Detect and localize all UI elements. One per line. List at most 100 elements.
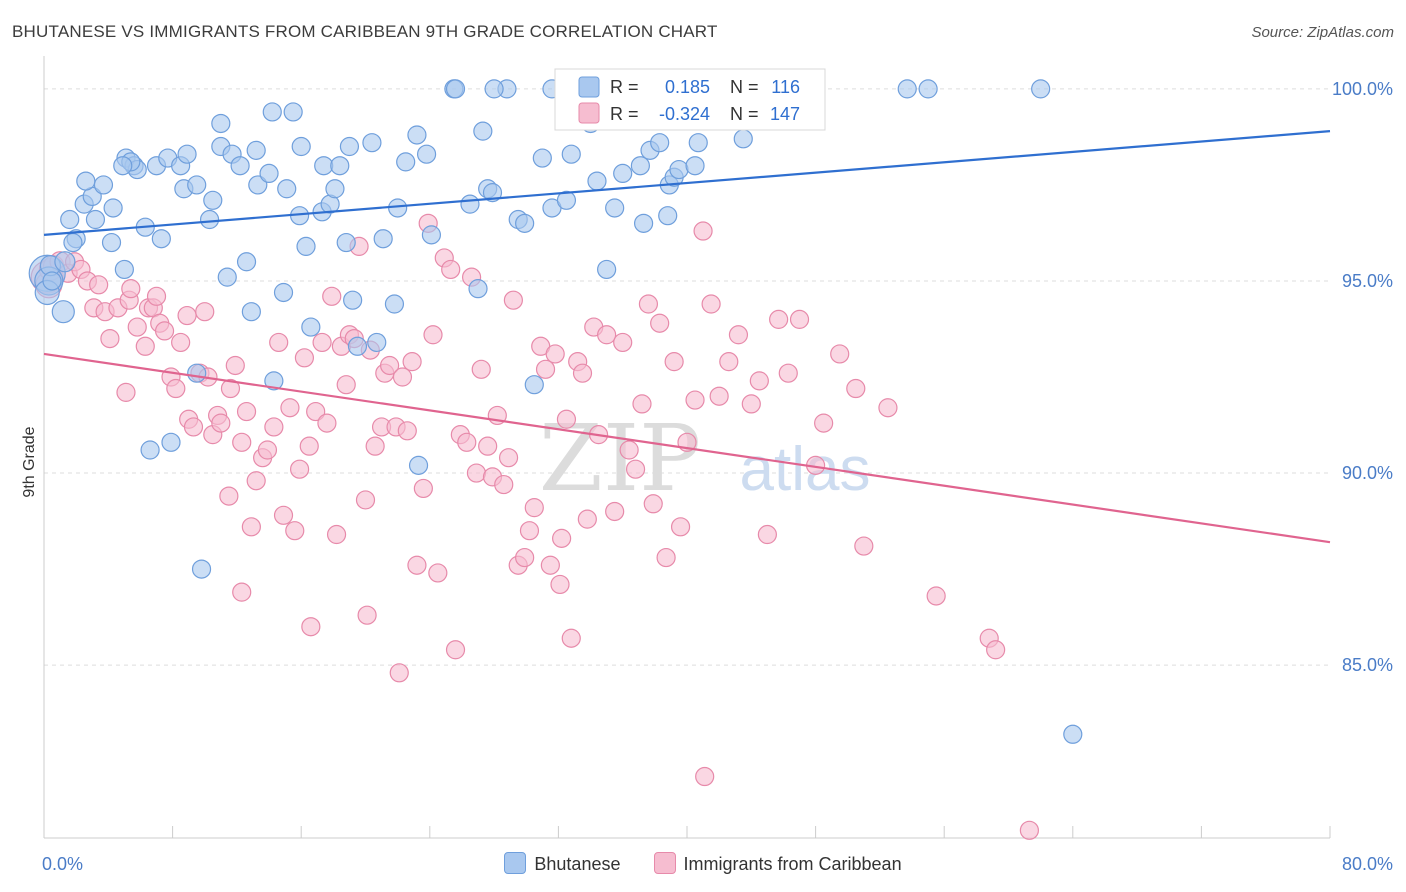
legend-frame <box>554 68 826 131</box>
watermark-atlas: atlas <box>740 435 871 504</box>
point-bhutanese <box>42 271 62 291</box>
bottom-legend: Bhutanese Immigrants from Caribbean <box>0 852 1406 875</box>
point-bhutanese <box>416 144 437 164</box>
point-caribbean <box>100 328 120 349</box>
point-caribbean <box>236 401 257 422</box>
point-bhutanese <box>597 259 617 280</box>
point-caribbean <box>638 294 659 314</box>
point-caribbean <box>380 355 400 376</box>
point-caribbean <box>154 321 175 341</box>
point-caribbean <box>709 386 729 406</box>
point-caribbean <box>146 286 167 306</box>
chart-title: BHUTANESE VS IMMIGRANTS FROM CARIBBEAN 9… <box>12 22 718 41</box>
point-caribbean <box>257 440 278 460</box>
point-caribbean <box>312 332 332 353</box>
point-caribbean <box>749 371 769 391</box>
point-bhutanese <box>296 236 316 256</box>
point-bhutanese <box>101 232 122 253</box>
point-caribbean <box>246 471 266 491</box>
point-bhutanese <box>561 144 581 164</box>
point-bhutanese <box>347 336 368 356</box>
point-caribbean <box>232 432 252 452</box>
point-bhutanese <box>301 317 321 337</box>
point-bhutanese <box>388 198 408 218</box>
point-bhutanese <box>343 290 363 310</box>
point-bhutanese <box>199 209 220 230</box>
point-bhutanese <box>161 432 181 452</box>
legend: R = 0.185 N = 116 R = -0.324 N = 147 <box>554 68 826 131</box>
point-bhutanese <box>484 79 504 99</box>
point-bhutanese <box>339 136 360 157</box>
point-bhutanese <box>230 156 250 176</box>
point-bhutanese <box>291 136 311 157</box>
point-caribbean <box>524 498 544 518</box>
point-bhutanese <box>151 229 171 249</box>
point-bhutanese <box>187 175 207 195</box>
point-caribbean <box>466 463 487 483</box>
trend-lines <box>43 130 1331 544</box>
point-bhutanese <box>524 375 544 395</box>
point-caribbean <box>693 221 713 241</box>
point-bhutanese <box>408 455 429 475</box>
point-caribbean <box>540 555 560 575</box>
point-caribbean <box>285 521 305 541</box>
point-bhutanese <box>241 302 261 322</box>
point-caribbean <box>280 398 300 418</box>
bottom-legend-label-caribbean: Immigrants from Caribbean <box>683 854 902 874</box>
point-bhutanese <box>556 190 577 210</box>
point-bhutanese <box>54 251 76 273</box>
point-caribbean <box>605 501 625 522</box>
point-caribbean <box>273 505 294 525</box>
source-label: Source: ZipAtlas.com <box>1251 24 1394 41</box>
point-caribbean <box>135 336 155 356</box>
legend-swatch-blue <box>578 76 600 98</box>
point-bhutanese <box>468 279 488 299</box>
point-caribbean <box>515 547 535 568</box>
point-bhutanese <box>140 440 160 460</box>
trend-line-bhutanese <box>43 130 1331 236</box>
point-caribbean <box>643 494 663 514</box>
legend-n-value-1: 116 <box>771 77 800 97</box>
bottom-legend-item-caribbean: Immigrants from Caribbean <box>653 852 902 875</box>
point-caribbean <box>397 421 417 441</box>
point-bhutanese <box>482 183 503 203</box>
point-bhutanese <box>367 332 387 353</box>
point-bhutanese <box>177 144 197 164</box>
legend-n-label-1: N = <box>730 77 759 97</box>
point-caribbean <box>392 367 413 387</box>
point-bhutanese <box>630 156 650 176</box>
point-caribbean <box>597 325 617 345</box>
point-caribbean <box>402 352 422 372</box>
point-caribbean <box>357 605 377 625</box>
point-caribbean <box>650 313 670 333</box>
point-bhutanese <box>362 133 382 153</box>
point-bhutanese <box>669 159 689 180</box>
legend-r-value-2: -0.324 <box>659 104 710 124</box>
point-caribbean <box>632 394 652 414</box>
point-caribbean <box>789 309 810 329</box>
point-bhutanese <box>473 121 493 141</box>
point-bhutanese <box>217 267 237 287</box>
point-caribbean <box>830 344 850 364</box>
point-caribbean <box>498 448 519 468</box>
point-bhutanese <box>114 259 134 280</box>
point-caribbean <box>89 275 109 295</box>
point-bhutanese <box>605 198 625 218</box>
point-caribbean <box>728 325 749 345</box>
point-bhutanese <box>421 225 442 245</box>
tick-labels: 100.0% 95.0% 90.0% 85.0% 0.0% 80.0% <box>42 79 1393 874</box>
point-caribbean <box>177 305 197 326</box>
point-caribbean <box>306 401 326 422</box>
point-bhutanese <box>76 171 96 191</box>
y-tick-label: 85.0% <box>1342 655 1393 675</box>
point-bhutanese <box>1063 724 1083 744</box>
point-bhutanese <box>336 232 356 253</box>
point-caribbean <box>719 352 739 372</box>
point-caribbean <box>166 378 186 399</box>
point-caribbean <box>778 363 798 383</box>
grid-lines <box>44 88 1330 666</box>
point-caribbean <box>545 344 565 364</box>
axes <box>43 56 1331 839</box>
point-caribbean <box>183 417 204 437</box>
